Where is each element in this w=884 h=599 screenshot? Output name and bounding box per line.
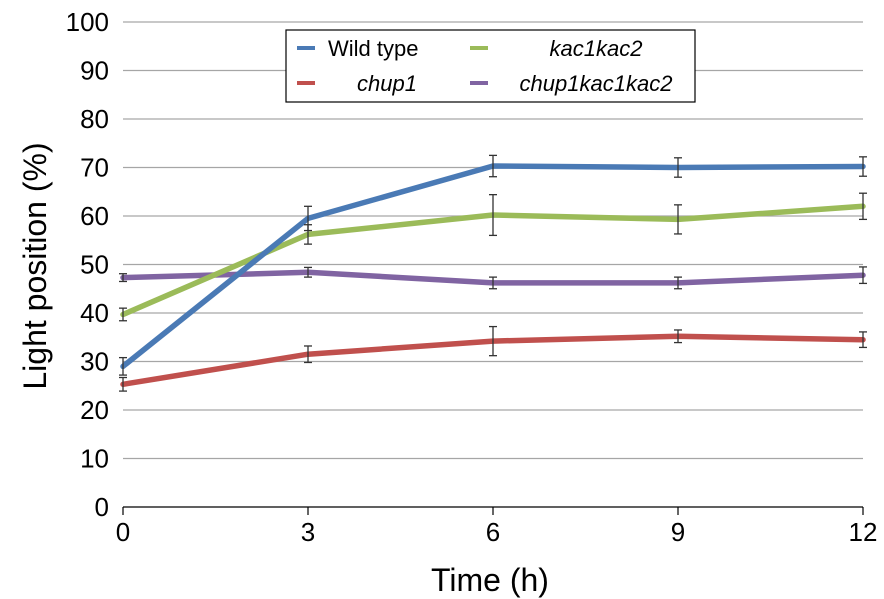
x-tick-label: 6 xyxy=(486,517,500,547)
y-tick-label: 90 xyxy=(80,56,109,86)
error-bar xyxy=(304,224,312,245)
x-tick-label: 12 xyxy=(849,517,878,547)
error-bar xyxy=(489,154,497,178)
error-bar xyxy=(119,356,127,376)
y-tick-label: 100 xyxy=(66,7,109,37)
legend-entry: chup1 xyxy=(297,71,417,96)
error-bar xyxy=(674,329,682,344)
error-bar xyxy=(674,157,682,178)
x-axis-label: Time (h) xyxy=(431,562,549,598)
y-tick-label: 0 xyxy=(95,492,109,522)
error-bar xyxy=(674,276,682,290)
legend-label: chup1kac1kac2 xyxy=(520,71,673,96)
legend-label: Wild type xyxy=(328,36,418,61)
y-tick-label: 20 xyxy=(80,395,109,425)
y-tick-label: 10 xyxy=(80,444,109,474)
x-tick-label: 3 xyxy=(301,517,315,547)
legend-entry: Wild type xyxy=(297,36,418,61)
error-bar xyxy=(119,273,127,283)
x-tick-labels: 0 3 6 9 12 xyxy=(116,517,878,547)
y-tick-label: 40 xyxy=(80,298,109,328)
error-bar xyxy=(119,307,127,322)
y-tick-label: 70 xyxy=(80,153,109,183)
error-bar xyxy=(859,192,867,221)
axes xyxy=(122,506,864,515)
y-tick-label: 60 xyxy=(80,201,109,231)
y-tick-label: 30 xyxy=(80,347,109,377)
legend-label: chup1 xyxy=(357,71,417,96)
error-bar xyxy=(304,345,312,364)
error-bar xyxy=(859,266,867,285)
legend: Wild type kac1kac2 chup1 chup1kac1kac2 xyxy=(285,29,696,103)
legend-label: kac1kac2 xyxy=(550,36,643,61)
y-tick-labels: 0 10 20 30 40 50 60 70 80 90 100 xyxy=(66,7,109,522)
error-bar xyxy=(674,204,682,235)
error-bar xyxy=(859,331,867,349)
error-bar xyxy=(489,194,497,237)
error-bar xyxy=(119,376,127,392)
error-bar xyxy=(489,276,497,290)
legend-entry: chup1kac1kac2 xyxy=(470,71,672,96)
y-axis-label: Light position (%) xyxy=(17,142,53,389)
error-bar xyxy=(859,156,867,177)
error-bar xyxy=(489,325,497,357)
error-bar xyxy=(304,266,312,278)
y-tick-label: 80 xyxy=(80,104,109,134)
y-tick-label: 50 xyxy=(80,250,109,280)
legend-box xyxy=(285,29,696,103)
error-bars xyxy=(119,154,867,392)
x-tick-label: 0 xyxy=(116,517,130,547)
x-tick-label: 9 xyxy=(671,517,685,547)
legend-entry: kac1kac2 xyxy=(470,36,642,61)
